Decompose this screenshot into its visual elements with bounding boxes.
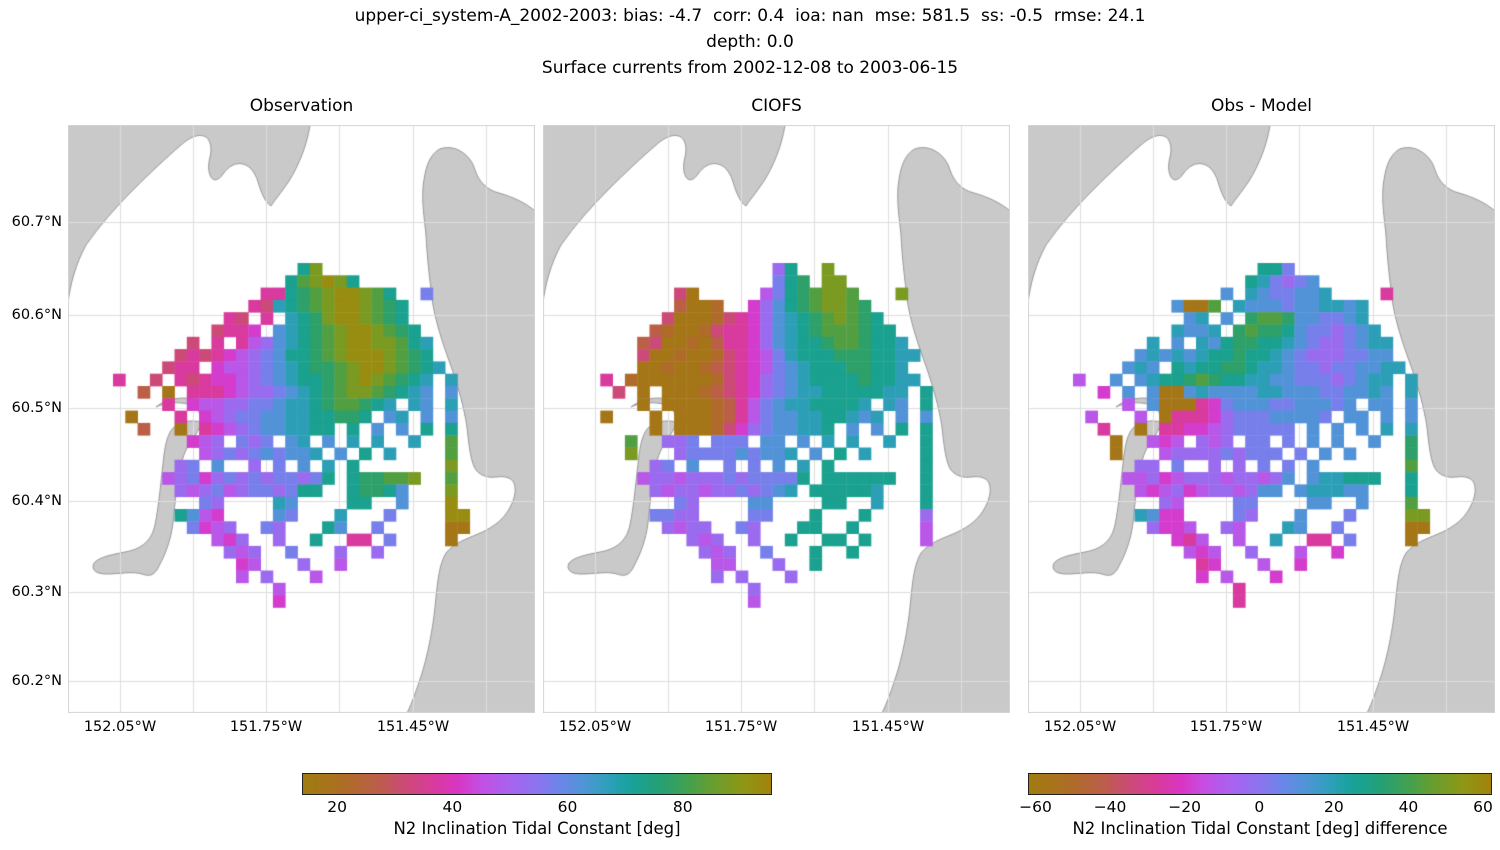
colorbar-tick-label: 0 <box>1254 798 1265 816</box>
colorbar-tick-label: 20 <box>327 798 347 816</box>
lat-tick-label: 60.3°N <box>11 584 62 600</box>
lat-tick-label: 60.7°N <box>11 214 62 230</box>
colorbar-tick-label: −20 <box>1168 798 1201 816</box>
figure-title-daterange: Surface currents from 2002-12-08 to 2003… <box>541 58 959 78</box>
colorbar-tick-label: 60 <box>1473 798 1493 816</box>
lon-tick-label: 152.05°W <box>1043 719 1117 735</box>
colorbar-label-tidal-constant-difference: N2 Inclination Tidal Constant [deg] diff… <box>1072 819 1448 838</box>
lon-tick-label: 151.45°W <box>851 719 925 735</box>
colorbar-tick-label: 40 <box>1398 798 1419 816</box>
map-observation <box>68 125 535 713</box>
lon-tick-label: 151.45°W <box>376 719 450 735</box>
panel-title-obs-minus-model: Obs - Model <box>1210 96 1312 116</box>
map-ciofs <box>543 125 1010 713</box>
lon-tick-label: 151.75°W <box>229 719 303 735</box>
colorbar-tick-label: 80 <box>672 798 693 816</box>
lat-tick-label: 60.2°N <box>11 673 62 689</box>
map-obs-minus-model <box>1028 125 1495 713</box>
lon-tick-label: 151.75°W <box>1189 719 1263 735</box>
colorbar-tick-label: 60 <box>557 798 578 816</box>
lat-tick-label: 60.4°N <box>11 493 62 509</box>
panel-observation: Observation <box>68 96 535 713</box>
panel-title-ciofs: CIOFS <box>751 96 802 116</box>
figure-title-depth: depth: 0.0 <box>706 32 794 52</box>
figure-title-stats: upper-ci_system-A_2002-2003: bias: -4.7 … <box>354 6 1146 26</box>
lon-tick-label: 152.05°W <box>558 719 632 735</box>
panel-ciofs: CIOFS <box>543 96 1010 713</box>
colorbar-tick-label: −40 <box>1093 798 1127 816</box>
lon-tick-label: 151.75°W <box>704 719 778 735</box>
panel-title-observation: Observation <box>249 96 354 116</box>
colorbar-tick-label: 40 <box>442 798 463 816</box>
colorbar-tick-label: 20 <box>1323 798 1344 816</box>
lon-tick-label: 152.05°W <box>83 719 157 735</box>
lon-tick-label: 151.45°W <box>1336 719 1410 735</box>
lat-tick-label: 60.6°N <box>11 307 62 323</box>
colorbar-tidal-constant <box>302 773 772 795</box>
panel-obs-minus-model: Obs - Model <box>1028 96 1495 713</box>
colorbar-tidal-constant-difference <box>1028 773 1492 795</box>
colorbar-label-tidal-constant: N2 Inclination Tidal Constant [deg] <box>393 819 681 838</box>
colorbar-tick-label: −60 <box>1019 798 1052 816</box>
lat-tick-label: 60.5°N <box>11 400 62 416</box>
